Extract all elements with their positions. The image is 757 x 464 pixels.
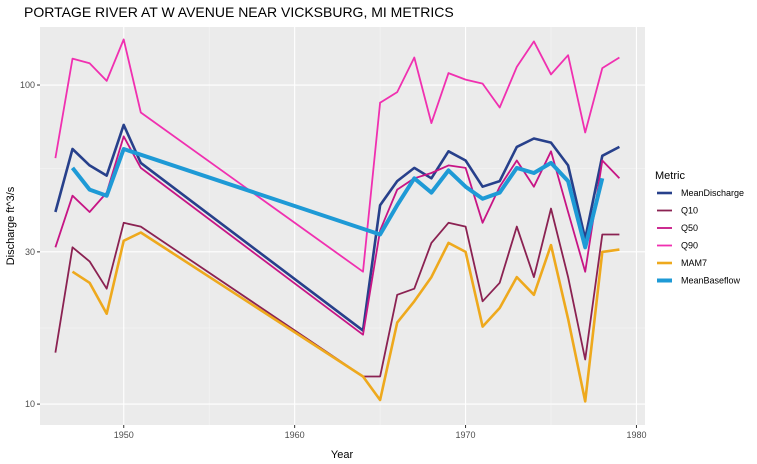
series-line-q90 <box>54 38 620 273</box>
legend-label: Q50 <box>681 223 698 233</box>
legend-title: Metric <box>655 170 685 182</box>
legend-label: MeanBaseflow <box>681 276 741 286</box>
legend: Metric MeanDischarge Q10 Q50 Q90 MAM7 MeanBas… <box>655 170 744 289</box>
series-line-q50 <box>54 135 621 336</box>
series-line-q10 <box>54 207 620 378</box>
y-axis-title: Discharge ft^3/s <box>5 186 17 265</box>
series-line-meanbaseflow <box>70 147 605 250</box>
y-tick-label: 10 <box>25 399 35 409</box>
x-axis: 1950 1960 1970 1980 <box>114 425 646 440</box>
plot-panel <box>40 27 645 425</box>
y-tick-label: 100 <box>20 80 35 90</box>
y-tick-label: 30 <box>25 247 35 257</box>
series-lines <box>54 38 621 403</box>
legend-label: MAM7 <box>681 258 707 268</box>
x-axis-title: Year <box>331 449 354 461</box>
series-line-mam7 <box>71 231 620 403</box>
y-axis: 10 30 100 <box>20 80 40 409</box>
legend-label: Q10 <box>681 206 698 216</box>
chart-title: PORTAGE RIVER AT W AVENUE NEAR VICKSBURG… <box>24 4 454 20</box>
legend-label: MeanDischarge <box>681 188 744 198</box>
x-tick-label: 1950 <box>114 430 134 440</box>
x-tick-label: 1980 <box>626 430 646 440</box>
x-tick-label: 1960 <box>285 430 305 440</box>
x-tick-label: 1970 <box>456 430 476 440</box>
legend-label: Q90 <box>681 241 698 251</box>
series-line-meandischarge <box>54 123 621 332</box>
